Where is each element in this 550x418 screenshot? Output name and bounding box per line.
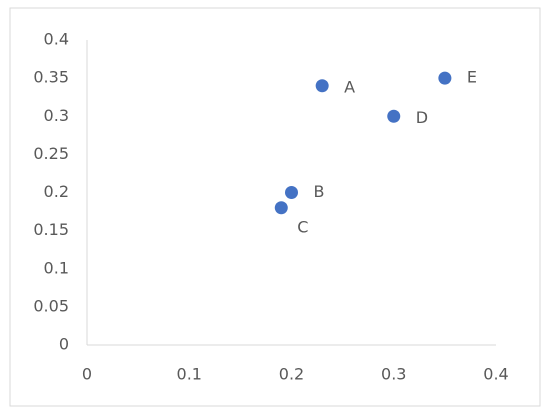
- x-tick-label: 0.1: [177, 365, 202, 384]
- y-tick-label: 0.4: [44, 30, 69, 49]
- point: [438, 71, 452, 85]
- y-tick-label: 0.05: [33, 296, 69, 315]
- y-tick-label: 0.2: [44, 182, 69, 201]
- y-tick-label: 0.3: [44, 106, 69, 125]
- point: [274, 201, 288, 215]
- point-label: C: [297, 217, 308, 236]
- point-label: B: [314, 182, 325, 201]
- x-tick-label: 0.4: [483, 365, 508, 384]
- point: [315, 79, 329, 93]
- point-label: A: [344, 77, 355, 96]
- y-tick-label: 0.25: [33, 144, 69, 163]
- y-tick-label: 0.35: [33, 68, 69, 87]
- y-tick-label: 0: [59, 335, 69, 354]
- y-tick-label: 0.1: [44, 258, 69, 277]
- point: [285, 186, 298, 199]
- point-label: D: [416, 108, 428, 127]
- point-label: E: [467, 68, 477, 87]
- x-tick-label: 0.2: [279, 365, 304, 384]
- x-tick-label: 0: [82, 365, 92, 384]
- y-tick-label: 0.15: [33, 220, 69, 239]
- point: [387, 109, 401, 123]
- x-tick-label: 0.3: [381, 365, 406, 384]
